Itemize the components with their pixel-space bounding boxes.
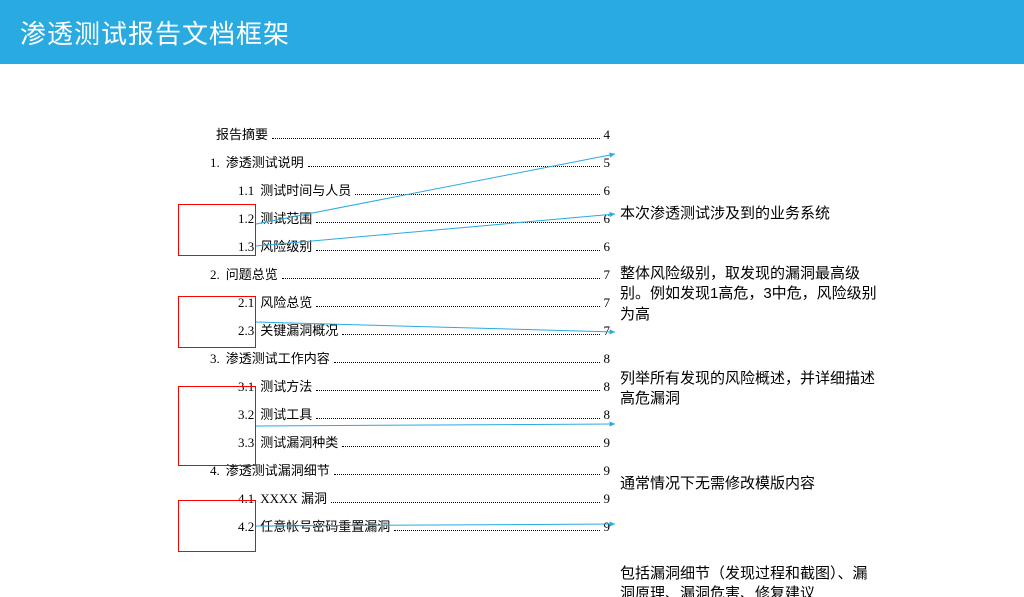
toc-row: 1. 渗透测试说明 5	[210, 152, 610, 180]
toc-leader-dots	[331, 502, 599, 503]
toc-leader-dots	[342, 446, 599, 447]
toc-leader-dots	[316, 418, 599, 419]
slide-header: 渗透测试报告文档框架	[0, 0, 1024, 64]
toc-label: 风险总览	[260, 292, 312, 311]
toc-leader-dots	[316, 222, 599, 223]
slide-title: 渗透测试报告文档框架	[20, 14, 290, 51]
toc-number: 1.	[210, 155, 220, 171]
toc-leader-dots	[308, 166, 600, 167]
toc-label: 问题总览	[226, 264, 278, 283]
arrow-head-icon	[609, 212, 615, 217]
arrow-head-icon	[610, 329, 615, 334]
toc-page-number: 8	[604, 351, 611, 367]
toc-row: 1.2测试范围6	[210, 208, 610, 236]
toc-page-number: 9	[604, 435, 611, 451]
toc-page-number: 6	[604, 183, 611, 199]
toc-label: 风险级别	[260, 236, 312, 255]
toc-row: 3. 渗透测试工作内容 8	[210, 348, 610, 376]
toc-number: 1.1	[238, 183, 254, 199]
toc-leader-dots	[355, 194, 599, 195]
highlight-box	[178, 296, 256, 348]
toc-label: 渗透测试工作内容	[226, 348, 330, 367]
highlight-box	[178, 500, 256, 552]
toc-page-number: 6	[604, 239, 611, 255]
toc-leader-dots	[334, 362, 600, 363]
toc-leader-dots	[282, 278, 600, 279]
toc-row: 2.3关键漏洞概况7	[210, 320, 610, 348]
toc-label: 关键漏洞概况	[260, 320, 338, 339]
toc-row: 2. 问题总览 7	[210, 264, 610, 292]
toc-label: 测试漏洞种类	[260, 432, 338, 451]
toc-row: 1.1 测试时间与人员 6	[210, 180, 610, 208]
toc-page-number: 9	[604, 463, 611, 479]
toc-row: 4.渗透测试漏洞细节9	[210, 460, 610, 488]
arrow-head-icon	[610, 421, 615, 426]
toc-page-number: 7	[604, 267, 611, 283]
annotation-text: 整体风险级别，取发现的漏洞最高级别。例如发现1高危，3中危，风险级别为高	[620, 264, 880, 325]
toc-number: 3.	[210, 351, 220, 367]
slide-content: 报告摘要41.渗透测试说明51.1测试时间与人员61.2测试范围61.3风险级别…	[0, 64, 1024, 597]
toc-page-number: 8	[604, 379, 611, 395]
toc-label: 报告摘要	[216, 124, 268, 143]
toc-label: 渗透测试说明	[226, 152, 304, 171]
toc-label: 测试工具	[260, 404, 312, 423]
toc-label: 任意帐号密码重置漏洞	[260, 516, 390, 535]
arrow-head-icon	[610, 521, 615, 526]
toc-page-number: 9	[604, 491, 611, 507]
toc-leader-dots	[272, 138, 599, 139]
toc-leader-dots	[316, 306, 599, 307]
toc-page-number: 9	[604, 519, 611, 535]
toc-page-number: 7	[604, 295, 611, 311]
toc-label: 测试范围	[260, 208, 312, 227]
toc-number: 2.	[210, 267, 220, 283]
toc-row: 3.1测试方法8	[210, 376, 610, 404]
toc-label: 测试时间与人员	[260, 180, 351, 199]
toc-page-number: 5	[604, 155, 611, 171]
highlight-box	[178, 386, 256, 466]
toc-row: 4.1XXXX 漏洞9	[210, 488, 610, 516]
annotation-text: 包括漏洞细节（发现过程和截图）、漏洞原理、漏洞危害、修复建议	[620, 564, 880, 597]
highlight-box	[178, 204, 256, 256]
toc-leader-dots	[394, 530, 599, 531]
annotation-text: 本次渗透测试涉及到的业务系统	[620, 204, 880, 224]
annotation-text: 通常情况下无需修改模版内容	[620, 474, 880, 494]
toc-row: 2.1风险总览7	[210, 292, 610, 320]
toc-page-number: 8	[604, 407, 611, 423]
annotation-text: 列举所有发现的风险概述，并详细描述高危漏洞	[620, 369, 880, 410]
toc-label: XXXX 漏洞	[260, 488, 327, 507]
toc-page-number: 4	[604, 127, 611, 143]
toc-row: 3.2测试工具8	[210, 404, 610, 432]
toc-leader-dots	[316, 250, 599, 251]
toc-row: 报告摘要 4	[210, 124, 610, 152]
toc-row: 3.3测试漏洞种类9	[210, 432, 610, 460]
toc-row: 1.3风险级别6	[210, 236, 610, 264]
toc-row: 4.2任意帐号密码重置漏洞9	[210, 516, 610, 544]
toc-leader-dots	[334, 474, 600, 475]
arrow-head-icon	[609, 152, 615, 157]
toc-label: 测试方法	[260, 376, 312, 395]
toc-leader-dots	[316, 390, 599, 391]
table-of-contents: 报告摘要41.渗透测试说明51.1测试时间与人员61.2测试范围61.3风险级别…	[210, 124, 610, 544]
toc-page-number: 6	[604, 211, 611, 227]
toc-leader-dots	[342, 334, 599, 335]
toc-page-number: 7	[604, 323, 611, 339]
